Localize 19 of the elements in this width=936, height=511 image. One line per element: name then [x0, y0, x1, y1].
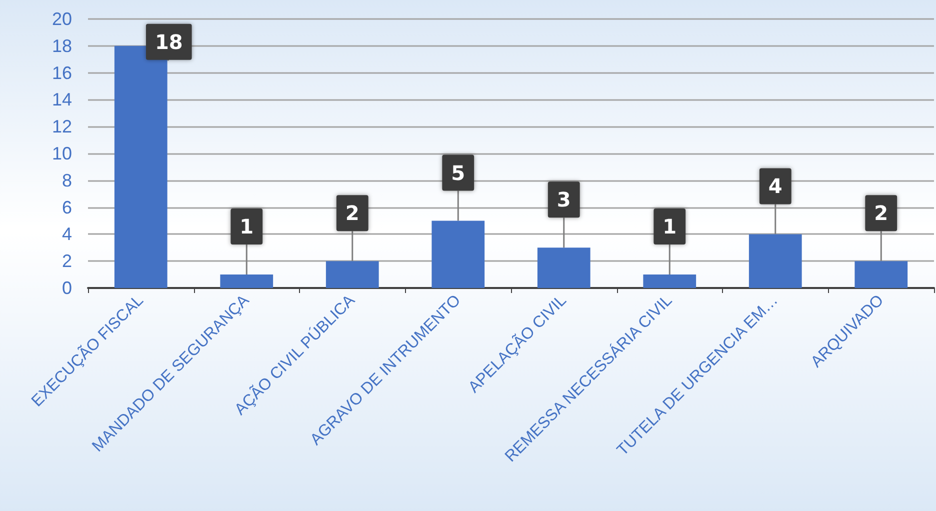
y-tick-label: 0: [62, 278, 72, 298]
y-tick-label: 14: [52, 90, 72, 110]
data-label: 2: [345, 201, 360, 226]
y-tick-label: 6: [62, 197, 72, 218]
data-label: 3: [556, 188, 571, 212]
y-tick-label: 12: [52, 116, 72, 137]
data-label: 5: [451, 160, 466, 185]
data-label: 18: [154, 30, 183, 54]
y-tick-label: 20: [52, 9, 72, 29]
data-label: 1: [240, 214, 254, 239]
data-label: 2: [874, 201, 888, 226]
y-tick-label: 8: [62, 170, 72, 190]
y-tick-label: 18: [52, 36, 72, 56]
y-tick-label: 10: [52, 144, 72, 164]
y-tick-label: 2: [62, 251, 72, 272]
y-tick-label: 4: [62, 224, 72, 244]
data-label: 4: [768, 174, 782, 198]
y-tick-label: 16: [52, 62, 72, 83]
data-label: 1: [662, 214, 677, 239]
